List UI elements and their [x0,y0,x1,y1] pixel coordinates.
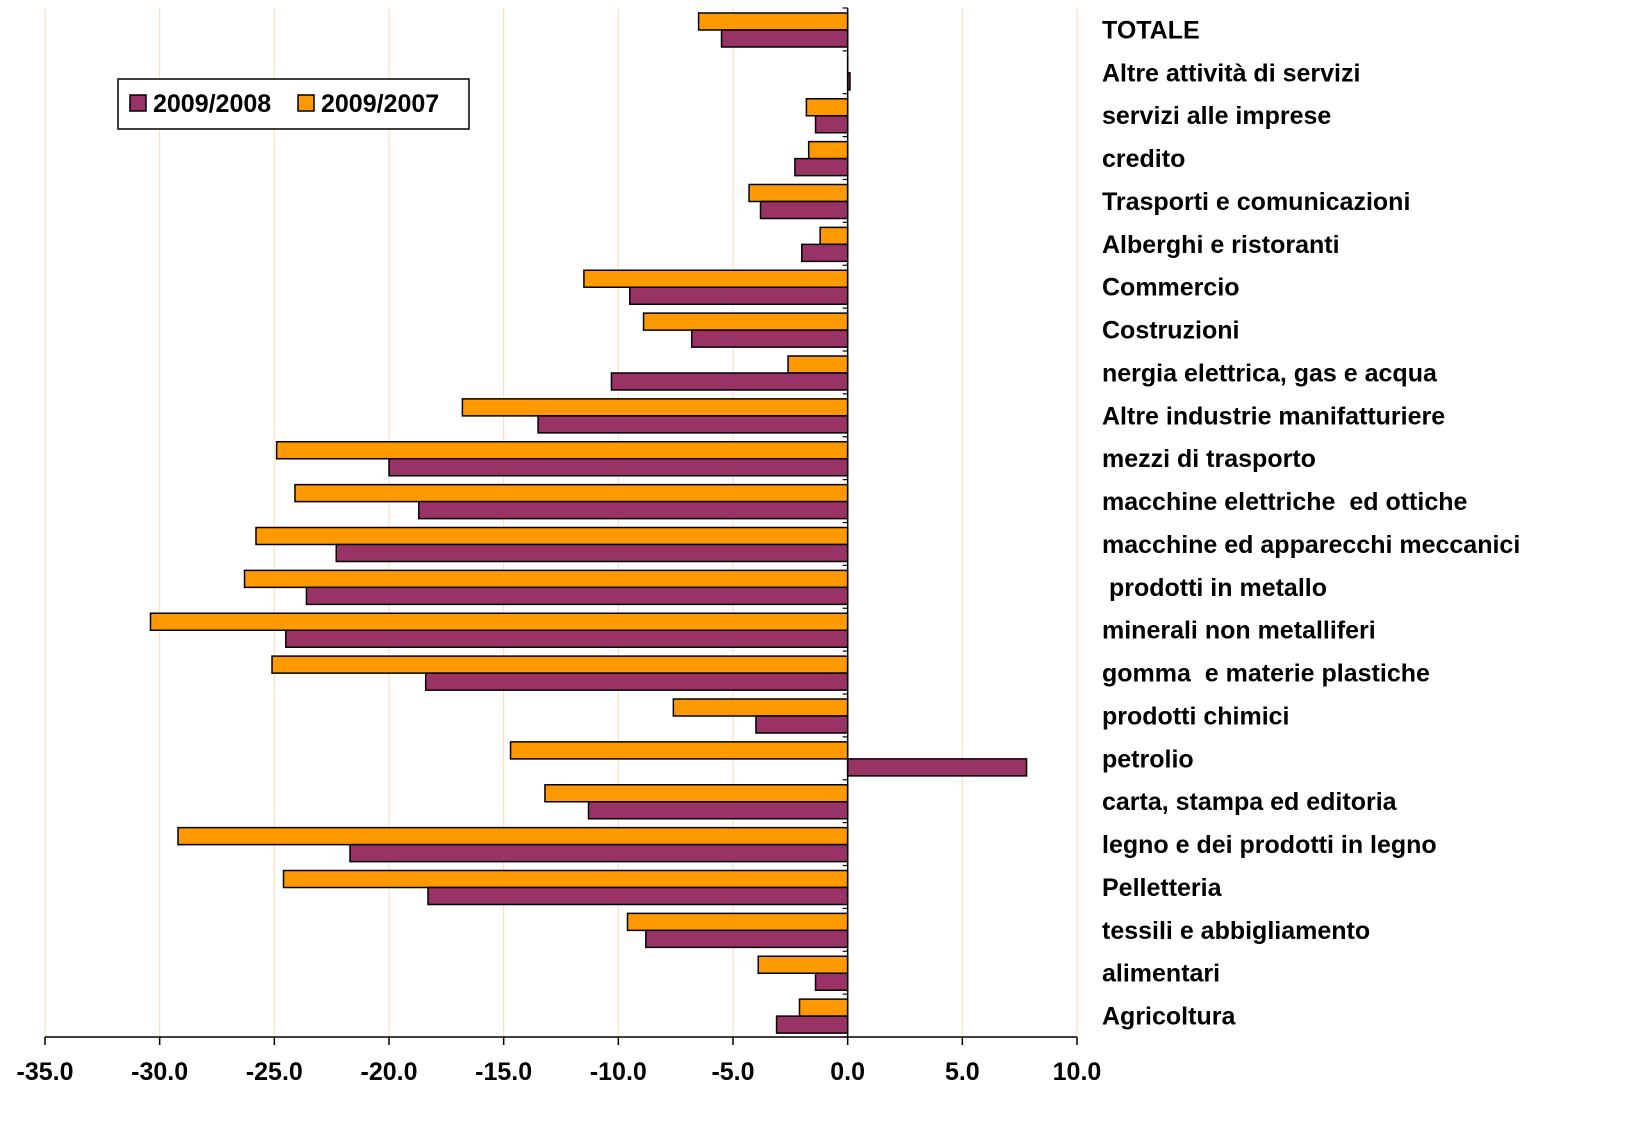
x-tick-label: -20.0 [361,1058,418,1086]
bar-series-1 [645,929,849,949]
category-label: Altre industrie manifatturiere [1102,402,1445,430]
bar-series-1 [794,157,849,177]
x-tick-label: 10.0 [1053,1058,1102,1086]
category-label: mezzi di trasporto [1102,445,1316,473]
bar-series-2 [583,269,849,288]
category-label: Trasporti e comunicazioni [1102,188,1410,216]
bar-series-2 [294,483,849,503]
bar-series-2 [149,612,849,631]
bar-series-1 [629,286,849,305]
category-label: TOTALE [1102,16,1200,44]
bar-series-2 [757,955,849,974]
category-label: macchine elettriche ed ottiche [1102,488,1467,516]
legend-label-series-1: 2009/2008 [153,90,271,118]
bar-series-2 [642,312,849,331]
bar-series-1 [587,801,849,820]
bar-series-2 [282,869,849,889]
category-label: tessili e abbigliamento [1102,917,1370,945]
bar-series-1 [814,115,849,134]
category-label: prodotti in metallo [1102,574,1327,602]
bars [149,12,1028,1034]
bar-series-1 [335,543,849,563]
bar-series-2 [807,140,849,160]
bar-series-2 [697,12,849,31]
bar-series-2 [275,441,849,460]
legend-swatch-series-2 [297,94,315,112]
bar-series-1 [690,329,849,348]
bar-series-2 [798,998,849,1017]
x-tick-label: 0.0 [830,1058,865,1086]
category-label: Alberghi e ristoranti [1102,231,1340,259]
bar-series-1 [427,886,849,906]
category-label: nergia elettrica, gas e acqua [1102,359,1438,387]
bar-series-2 [544,784,849,803]
bar-series-2 [672,698,849,717]
category-label: credito [1102,145,1185,173]
bar-series-1 [720,29,849,48]
bar-series-1 [305,586,849,606]
bar-series-2 [787,355,849,374]
category-labels: TOTALE Altre attività di servizi servizi a… [1102,16,1520,1030]
legend-swatch-series-1 [129,94,147,112]
bar-series-2 [271,655,849,674]
bar-series-1 [759,200,849,220]
category-label: Commercio [1102,274,1240,302]
bar-series-1 [349,843,849,863]
legend-box [117,78,470,130]
bar-series-1 [814,972,849,991]
category-label: gomma e materie plastiche [1102,660,1430,688]
bar-series-2 [626,912,849,932]
bar-series-1 [610,372,849,391]
bar-series-1 [285,629,849,648]
legend: 2009/2008 2009/2007 [117,78,470,130]
category-label: Altre attività di servizi [1102,59,1360,87]
x-tick-label: -25.0 [246,1058,303,1086]
category-label: Agricoltura [1102,1003,1236,1031]
bar-series-2 [461,398,849,417]
x-tick-label: 5.0 [945,1058,980,1086]
bar-series-1 [775,1015,849,1034]
bar-series-2 [805,98,849,117]
x-tick-label: -15.0 [475,1058,532,1086]
bar-series-2 [177,826,849,846]
x-tick-label: -10.0 [590,1058,647,1086]
category-label: alimentari [1102,960,1220,988]
category-label: servizi alle imprese [1102,102,1331,130]
bar-series-1 [846,758,1028,777]
bar-series-1 [537,415,849,434]
category-label: legno e dei prodotti in legno [1102,831,1437,859]
bar-series-2 [748,183,849,203]
bar-series-1 [418,500,849,520]
x-axis: -35.0 -30.0 -25.0 -20.0 -15.0 -10.0 -5.0 0.0 5.0… [17,7,1102,1086]
legend-label-series-2: 2009/2007 [321,90,439,118]
bar-series-2 [509,741,849,760]
bar-series-1 [801,243,849,263]
category-label: prodotti chimici [1102,702,1290,730]
x-tick-label: -35.0 [17,1058,74,1086]
category-label: macchine ed apparecchi meccanici [1102,531,1520,559]
category-label: petrolio [1102,745,1194,773]
category-label: carta, stampa ed editoria [1102,788,1398,816]
bar-series-1 [424,672,849,691]
bar-series-1 [755,715,849,734]
bar-series-2 [255,526,849,546]
category-label: minerali non metalliferi [1102,617,1376,645]
category-label: Costruzioni [1102,317,1240,345]
x-tick-label: -30.0 [131,1058,188,1086]
bar-series-1 [388,458,849,477]
category-label: Pelletteria [1102,874,1223,902]
gridlines [44,8,1078,1037]
bar-series-2 [243,569,849,589]
bar-series-2 [819,226,849,246]
x-tick-label: -5.0 [711,1058,754,1086]
